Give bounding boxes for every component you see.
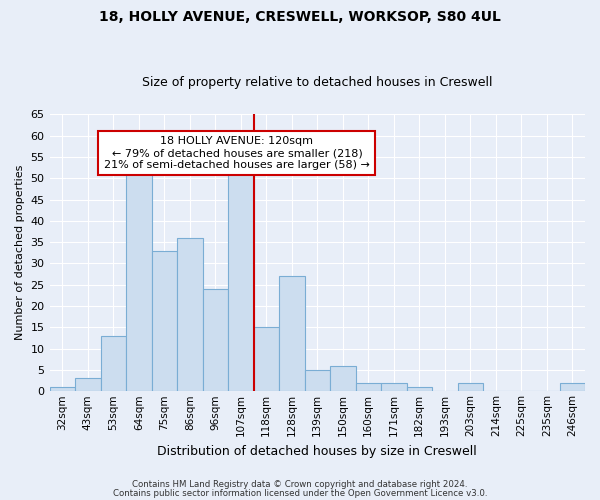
- Bar: [152, 250, 177, 392]
- Bar: [228, 161, 254, 392]
- Bar: [75, 378, 101, 392]
- Bar: [279, 276, 305, 392]
- Bar: [407, 387, 432, 392]
- Bar: [305, 370, 330, 392]
- Bar: [203, 289, 228, 392]
- Bar: [254, 328, 279, 392]
- X-axis label: Distribution of detached houses by size in Creswell: Distribution of detached houses by size …: [157, 444, 477, 458]
- Bar: [101, 336, 126, 392]
- Text: Contains HM Land Registry data © Crown copyright and database right 2024.: Contains HM Land Registry data © Crown c…: [132, 480, 468, 489]
- Bar: [458, 382, 483, 392]
- Y-axis label: Number of detached properties: Number of detached properties: [15, 165, 25, 340]
- Text: 18, HOLLY AVENUE, CRESWELL, WORKSOP, S80 4UL: 18, HOLLY AVENUE, CRESWELL, WORKSOP, S80…: [99, 10, 501, 24]
- Bar: [330, 366, 356, 392]
- Bar: [177, 238, 203, 392]
- Title: Size of property relative to detached houses in Creswell: Size of property relative to detached ho…: [142, 76, 493, 90]
- Text: 18 HOLLY AVENUE: 120sqm
← 79% of detached houses are smaller (218)
21% of semi-d: 18 HOLLY AVENUE: 120sqm ← 79% of detache…: [104, 136, 370, 170]
- Bar: [356, 382, 381, 392]
- Bar: [50, 387, 75, 392]
- Bar: [560, 382, 585, 392]
- Bar: [126, 174, 152, 392]
- Bar: [381, 382, 407, 392]
- Text: Contains public sector information licensed under the Open Government Licence v3: Contains public sector information licen…: [113, 489, 487, 498]
